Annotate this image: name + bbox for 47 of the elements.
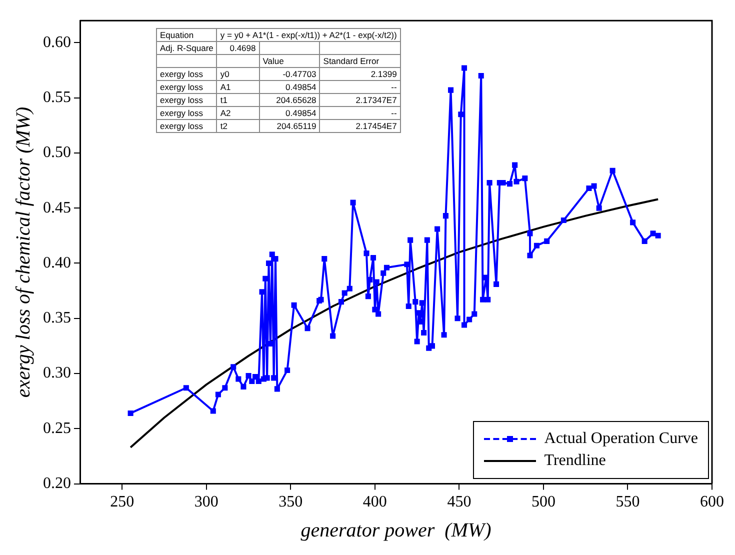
annotation: exergy loss: [156, 94, 217, 106]
annotation: 2.17347E7: [320, 94, 400, 106]
annotation: 204.65119: [259, 120, 320, 132]
x-tick-label: 250: [110, 494, 134, 511]
annotation: y = y0 + A1*(1 - exp(-x/t1)) + A2*(1 - exp(-x/t2)): [216, 28, 400, 42]
annotation: 204.65628: [259, 94, 320, 106]
y-tick-label: 0.25: [43, 420, 71, 437]
annotation: A2: [216, 106, 260, 120]
legend-label: Trendline: [544, 451, 606, 471]
annotation: Standard Error: [320, 54, 400, 68]
x-tick-label: 500: [531, 494, 556, 511]
annotation: 0.49854: [259, 80, 320, 94]
x-tick-label: 550: [616, 494, 640, 511]
y-tick-label: 0.40: [43, 254, 71, 272]
annotation: y0: [216, 68, 260, 80]
y-tick-label: 0.60: [43, 34, 71, 51]
annotation: -0.47703: [259, 68, 320, 80]
x-axis-title: generator power (MW): [300, 519, 492, 542]
x-tick-label: 600: [700, 494, 724, 511]
y-tick-label: 0.20: [43, 475, 71, 492]
x-tick-label: 300: [194, 494, 218, 511]
annotation: exergy loss: [156, 68, 217, 80]
legend-label: Actual Operation Curve: [544, 429, 698, 449]
annotation: 0.49854: [259, 106, 320, 120]
annotation: t1: [216, 94, 260, 106]
annotation: 2.17454E7: [320, 120, 400, 132]
y-tick-label: 0.30: [43, 364, 71, 382]
annotation: t2: [216, 120, 260, 132]
annotation: A1: [216, 80, 260, 94]
y-axis-title: exergy loss of chemical factor (MW): [12, 106, 34, 398]
annotation: Adj. R-Square: [156, 42, 217, 54]
y-tick-label: 0.50: [43, 144, 71, 162]
annotation: --: [320, 106, 400, 120]
annotation: exergy loss: [156, 106, 217, 120]
annotation: Equation: [156, 28, 217, 42]
annotation: 0.4698: [216, 42, 260, 54]
annotation: --: [320, 80, 400, 94]
x-tick-label: 400: [362, 494, 387, 511]
y-tick-label: 0.55: [43, 89, 71, 106]
annotation: 2.1399: [320, 68, 400, 80]
annotation: Value: [259, 54, 320, 68]
annotation: exergy loss: [156, 120, 217, 132]
y-tick-label: 0.35: [43, 310, 71, 327]
annotation: exergy loss: [156, 80, 217, 94]
x-tick-label: 350: [278, 494, 303, 511]
x-tick-label: 450: [447, 494, 472, 511]
y-tick-label: 0.45: [43, 199, 71, 216]
